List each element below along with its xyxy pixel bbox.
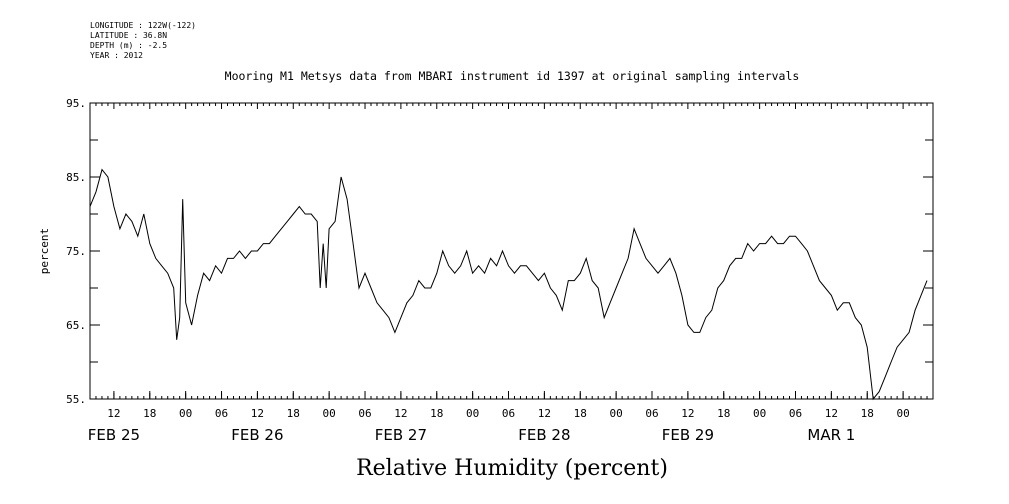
x-day-label: FEB 27 [375, 426, 427, 444]
x-tick-label: 12 [394, 407, 407, 420]
y-axis-label: percent [38, 228, 51, 274]
x-tick-label: 00 [896, 407, 909, 420]
y-tick-label: 55. [66, 393, 86, 406]
chart-title: Mooring M1 Metsys data from MBARI instru… [225, 69, 800, 83]
x-axis-day-labels: FEB 25 FEB 26 FEB 27 FEB 28 FEB 29 MAR 1 [88, 426, 856, 444]
x-tick-label: 06 [789, 407, 802, 420]
x-day-label: FEB 28 [518, 426, 570, 444]
x-tick-label: 12 [251, 407, 264, 420]
year-label: YEAR : 2012 [90, 51, 143, 60]
x-tick-label: 12 [107, 407, 120, 420]
x-tick-label: 00 [323, 407, 336, 420]
x-tick-label: 18 [861, 407, 874, 420]
latitude-label: LATITUDE : 36.8N [90, 31, 168, 40]
x-tick-label: 06 [358, 407, 371, 420]
y-axis: 55. 65. 75. 85. 95. [66, 97, 933, 406]
x-tick-label: 18 [574, 407, 587, 420]
x-tick-label: 00 [466, 407, 479, 420]
x-axis: 12 18 00 06 12 18 00 06 12 18 00 06 12 18 00 06 12 18 00 06… [89, 103, 934, 420]
x-tick-label: 00 [179, 407, 192, 420]
x-day-label: FEB 29 [662, 426, 714, 444]
x-tick-label: 18 [717, 407, 730, 420]
y-tick-label: 65. [66, 319, 86, 332]
x-day-label: FEB 25 [88, 426, 140, 444]
x-tick-label: 18 [430, 407, 443, 420]
series-line-relative-humidity [89, 168, 928, 401]
x-tick-label: 12 [825, 407, 838, 420]
x-tick-label: 06 [645, 407, 658, 420]
longitude-label: LONGITUDE : 122W(-122) [90, 21, 196, 30]
plot-frame [89, 102, 934, 400]
x-tick-label: 06 [215, 407, 228, 420]
y-tick-label: 95. [66, 97, 86, 110]
x-tick-label: 12 [538, 407, 551, 420]
x-tick-label: 00 [610, 407, 623, 420]
y-tick-label: 75. [66, 245, 86, 258]
x-tick-label: 18 [287, 407, 300, 420]
y-tick-label: 85. [66, 171, 86, 184]
depth-label: DEPTH (m) : -2.5 [90, 41, 168, 50]
x-tick-label: 12 [681, 407, 694, 420]
x-tick-label: 00 [753, 407, 766, 420]
x-day-label: FEB 26 [231, 426, 283, 444]
x-day-label: MAR 1 [807, 426, 855, 444]
metadata-block: LONGITUDE : 122W(-122) LATITUDE : 36.8N … [90, 21, 196, 61]
x-axis-label: Relative Humidity (percent) [356, 456, 668, 481]
x-tick-label: 18 [143, 407, 156, 420]
x-tick-label: 06 [502, 407, 515, 420]
